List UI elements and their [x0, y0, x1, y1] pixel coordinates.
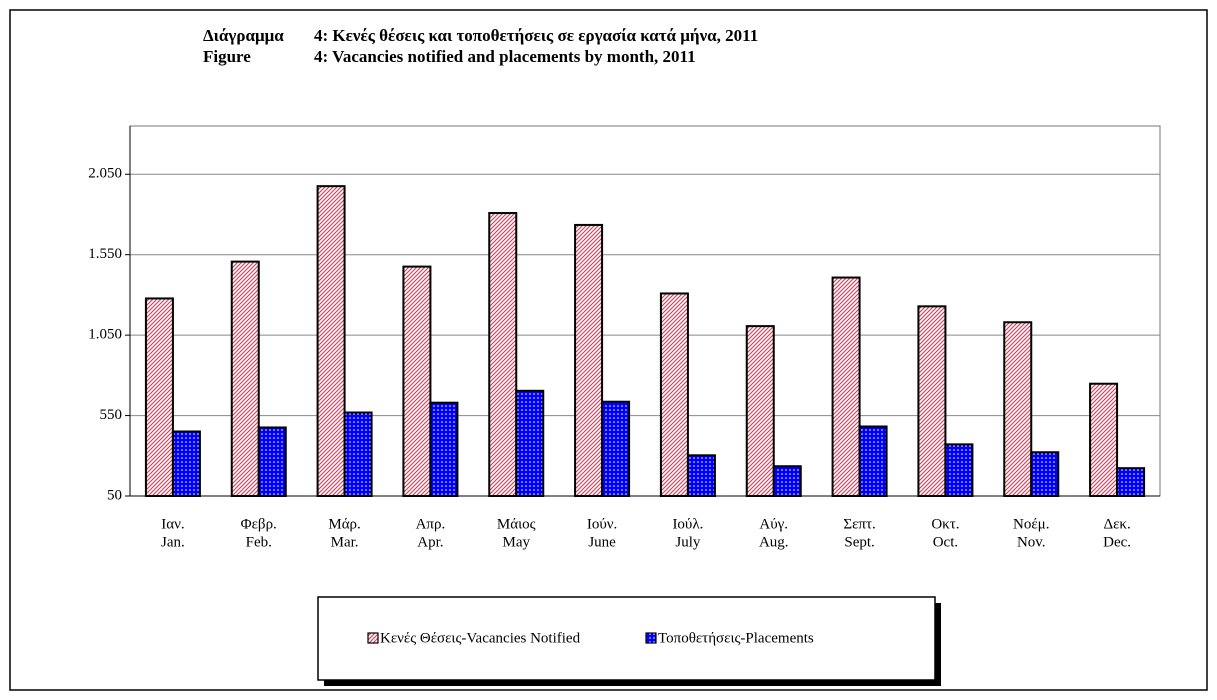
x-tick-label: Αύγ.: [759, 516, 788, 532]
x-tick-label: Μάιος: [497, 516, 536, 532]
legend-label: Τοποθετήσεις-Placements: [658, 630, 814, 646]
bar: [831, 276, 861, 497]
bar: [1116, 467, 1146, 497]
bar: [230, 260, 260, 497]
x-tick-label: Aug.: [759, 534, 789, 550]
bar: [343, 411, 373, 497]
x-tick-label: Σεπτ.: [843, 516, 875, 532]
x-tick-label: Dec.: [1103, 534, 1131, 550]
chart-title: Διάγραμμα: [203, 26, 284, 45]
x-tick-label: Feb.: [246, 534, 272, 550]
y-tick-label: 550: [100, 407, 123, 423]
x-tick-label: July: [675, 534, 701, 550]
bar: [488, 212, 518, 498]
x-tick-label: Ιούν.: [587, 516, 617, 532]
x-tick-label: Oct.: [933, 534, 958, 550]
bar: [944, 443, 974, 497]
bar: [772, 465, 802, 498]
bar: [1003, 321, 1033, 497]
legend-swatch: [367, 632, 379, 644]
x-tick-label: May: [503, 534, 531, 550]
bar: [171, 430, 201, 497]
bar: [316, 185, 346, 497]
bar: [1089, 382, 1119, 497]
x-tick-label: Sept.: [844, 534, 874, 550]
x-tick-label: Απρ.: [416, 516, 446, 532]
bar: [257, 426, 287, 498]
y-tick-label: 1.550: [88, 246, 122, 262]
y-tick-label: 1.050: [88, 327, 122, 343]
bar: [917, 305, 947, 497]
bar: [686, 454, 716, 497]
x-tick-label: Jan.: [161, 534, 185, 550]
bar: [144, 297, 174, 497]
chart-title: 4: Κενές θέσεις και τοποθετήσεις σε εργα…: [314, 26, 758, 45]
bar: [858, 425, 888, 497]
legend-swatch: [645, 632, 657, 644]
x-tick-label: Ιούλ.: [672, 516, 703, 532]
legend-label: Κενές Θέσεις-Vacancies Notified: [380, 630, 581, 646]
y-tick-label: 50: [107, 487, 122, 503]
chart-title: 4: Vacancies notified and placements by …: [314, 47, 696, 66]
bar: [429, 401, 459, 497]
y-tick-label: 2.050: [88, 166, 122, 182]
x-tick-label: Φεβρ.: [241, 516, 277, 532]
x-tick-label: Νοέμ.: [1013, 516, 1049, 532]
bar: [745, 325, 775, 497]
x-tick-label: Δεκ.: [1103, 516, 1130, 532]
plot-area: [129, 125, 1161, 497]
x-tick-label: Nov.: [1017, 534, 1046, 550]
x-tick-label: Ιαν.: [161, 516, 184, 532]
bar: [659, 292, 689, 497]
legend: [317, 596, 936, 681]
bar: [601, 400, 631, 497]
x-tick-label: Mar.: [331, 534, 359, 550]
x-tick-label: Οκτ.: [931, 516, 959, 532]
x-tick-label: Μάρ.: [328, 516, 360, 532]
x-tick-label: Apr.: [417, 534, 443, 550]
x-tick-label: June: [588, 534, 616, 550]
bar: [402, 265, 432, 497]
bar: [1030, 451, 1060, 497]
chart-title: Figure: [203, 47, 251, 66]
bar: [574, 223, 604, 497]
bar: [515, 389, 545, 497]
